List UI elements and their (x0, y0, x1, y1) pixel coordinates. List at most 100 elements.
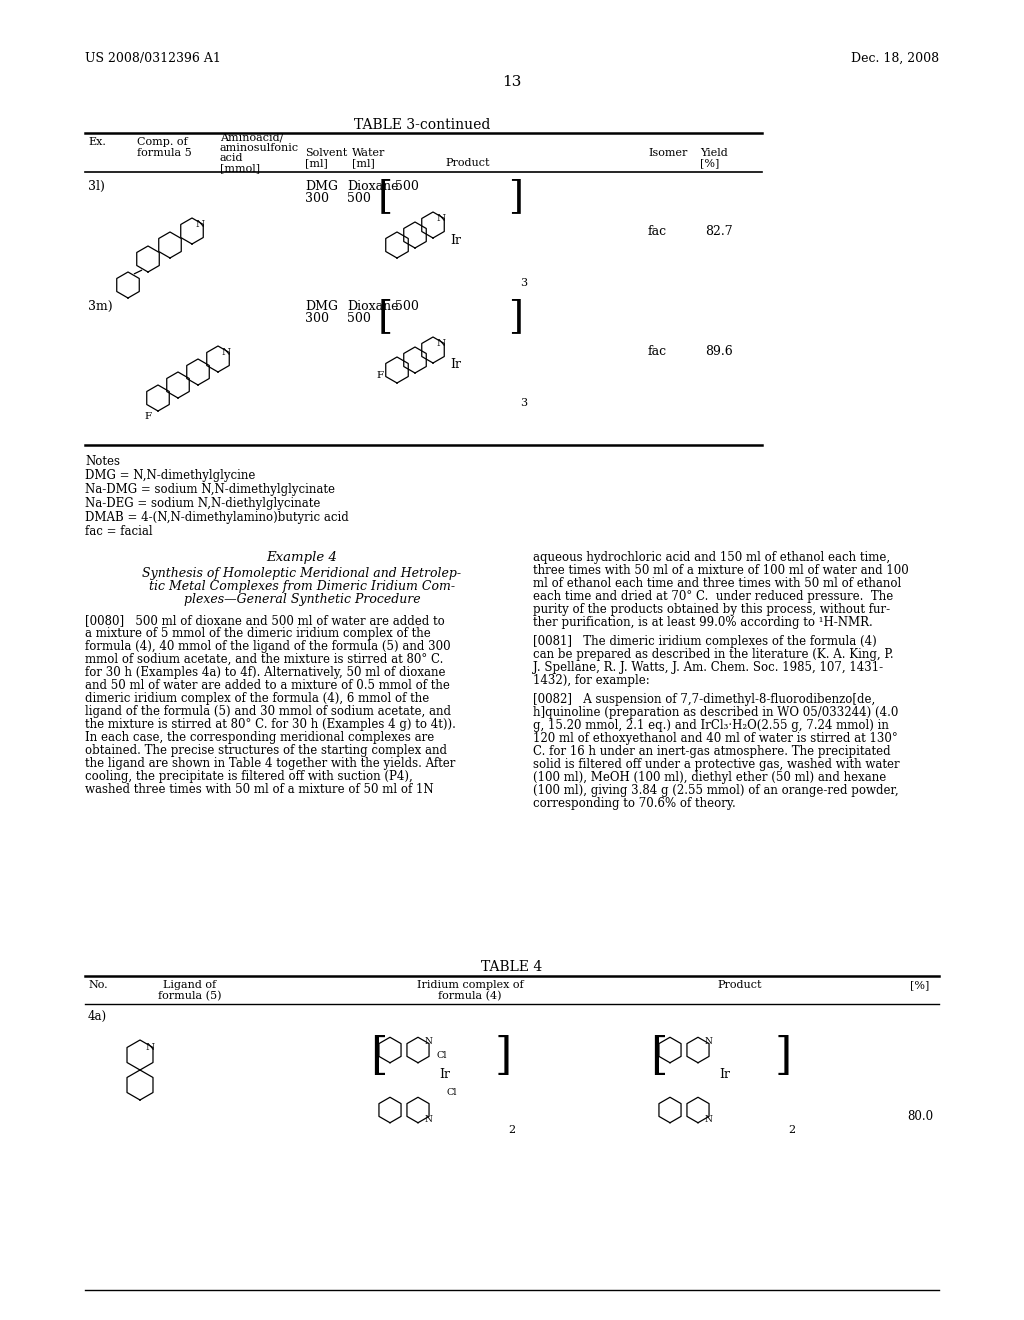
Text: g, 15.20 mmol, 2.1 eq.) and IrCl₃·H₂O(2.55 g, 7.24 mmol) in: g, 15.20 mmol, 2.1 eq.) and IrCl₃·H₂O(2.… (534, 719, 889, 733)
Text: Dec. 18, 2008: Dec. 18, 2008 (851, 51, 939, 65)
Text: Synthesis of Homoleptic Meridional and Hetrolep-: Synthesis of Homoleptic Meridional and H… (142, 568, 462, 579)
Text: N: N (196, 220, 205, 228)
Text: h]quinoline (preparation as described in WO 05/033244) (4.0: h]quinoline (preparation as described in… (534, 706, 898, 719)
Text: [%]: [%] (910, 979, 930, 990)
Text: ]: ] (508, 178, 523, 215)
Text: J. Spellane, R. J. Watts, J. Am. Chem. Soc. 1985, 107, 1431-: J. Spellane, R. J. Watts, J. Am. Chem. S… (534, 661, 883, 675)
Text: 500: 500 (347, 312, 371, 325)
Text: Na-DEG = sodium N,N-diethylglycinate: Na-DEG = sodium N,N-diethylglycinate (85, 498, 321, 510)
Text: Dioxane: Dioxane (347, 180, 398, 193)
Text: ]: ] (495, 1035, 512, 1078)
Text: obtained. The precise structures of the starting complex and: obtained. The precise structures of the … (85, 744, 447, 756)
Text: N: N (221, 348, 230, 356)
Text: [0081]   The dimeric iridium complexes of the formula (4): [0081] The dimeric iridium complexes of … (534, 635, 877, 648)
Text: Comp. of: Comp. of (137, 137, 187, 147)
Text: fac: fac (648, 345, 667, 358)
Text: [%]: [%] (700, 158, 720, 168)
Text: DMAB = 4-(N,N-dimethylamino)butyric acid: DMAB = 4-(N,N-dimethylamino)butyric acid (85, 511, 349, 524)
Text: dimeric iridium complex of the formula (4), 6 mmol of the: dimeric iridium complex of the formula (… (85, 692, 429, 705)
Text: fac = facial: fac = facial (85, 525, 153, 539)
Text: DMG: DMG (305, 180, 338, 193)
Text: Ligand of: Ligand of (164, 979, 216, 990)
Text: N: N (705, 1038, 712, 1047)
Text: Water: Water (352, 148, 385, 158)
Text: (100 ml), giving 3.84 g (2.55 mmol) of an orange-red powder,: (100 ml), giving 3.84 g (2.55 mmol) of a… (534, 784, 899, 797)
Text: Solvent: Solvent (305, 148, 347, 158)
Text: 300: 300 (305, 312, 329, 325)
Text: F: F (144, 412, 152, 421)
Text: 4a): 4a) (88, 1010, 108, 1023)
Text: 500: 500 (347, 191, 371, 205)
Text: ]: ] (508, 298, 523, 335)
Text: for 30 h (Examples 4a) to 4f). Alternatively, 50 ml of dioxane: for 30 h (Examples 4a) to 4f). Alternati… (85, 667, 445, 678)
Text: In each case, the corresponding meridional complexes are: In each case, the corresponding meridion… (85, 731, 434, 744)
Text: N: N (146, 1043, 155, 1052)
Text: cooling, the precipitate is filtered off with suction (P4),: cooling, the precipitate is filtered off… (85, 770, 413, 783)
Text: Notes: Notes (85, 455, 120, 469)
Text: Isomer: Isomer (648, 148, 687, 158)
Text: tic Metal Complexes from Dimeric Iridium Com-: tic Metal Complexes from Dimeric Iridium… (148, 579, 455, 593)
Text: Dioxane: Dioxane (347, 300, 398, 313)
Text: Aminoacid/: Aminoacid/ (220, 133, 284, 143)
Text: corresponding to 70.6% of theory.: corresponding to 70.6% of theory. (534, 797, 736, 810)
Text: plexes—General Synthetic Procedure: plexes—General Synthetic Procedure (183, 593, 420, 606)
Text: 500: 500 (395, 300, 419, 313)
Text: 2: 2 (508, 1125, 515, 1135)
Text: 3l): 3l) (88, 180, 104, 193)
Text: formula (5): formula (5) (159, 991, 222, 1002)
Text: Iridium complex of: Iridium complex of (417, 979, 523, 990)
Text: [mmol]: [mmol] (220, 162, 260, 173)
Text: Ir: Ir (439, 1068, 451, 1081)
Text: aminosulfonic: aminosulfonic (220, 143, 299, 153)
Text: can be prepared as described in the literature (K. A. King, P.: can be prepared as described in the lite… (534, 648, 894, 661)
Text: N: N (424, 1038, 432, 1047)
Text: Ir: Ir (450, 359, 461, 371)
Text: TABLE 4: TABLE 4 (481, 960, 543, 974)
Text: ]: ] (775, 1035, 793, 1078)
Text: Ir: Ir (450, 234, 461, 247)
Text: [0080]   500 ml of dioxane and 500 ml of water are added to: [0080] 500 ml of dioxane and 500 ml of w… (85, 614, 444, 627)
Text: aqueous hydrochloric acid and 150 ml of ethanol each time,: aqueous hydrochloric acid and 150 ml of … (534, 550, 890, 564)
Text: [: [ (378, 178, 393, 215)
Text: 2: 2 (788, 1125, 795, 1135)
Text: [: [ (370, 1035, 387, 1078)
Text: N: N (436, 339, 445, 348)
Text: washed three times with 50 ml of a mixture of 50 ml of 1N: washed three times with 50 ml of a mixtu… (85, 783, 433, 796)
Text: Na-DMG = sodium N,N-dimethylglycinate: Na-DMG = sodium N,N-dimethylglycinate (85, 483, 335, 496)
Text: [0082]   A suspension of 7,7-dimethyl-8-fluorodibenzo[de,: [0082] A suspension of 7,7-dimethyl-8-fl… (534, 693, 876, 706)
Text: formula 5: formula 5 (137, 148, 191, 158)
Text: 3m): 3m) (88, 300, 113, 313)
Text: purity of the products obtained by this process, without fur-: purity of the products obtained by this … (534, 603, 890, 616)
Text: No.: No. (88, 979, 108, 990)
Text: each time and dried at 70° C.  under reduced pressure.  The: each time and dried at 70° C. under redu… (534, 590, 893, 603)
Text: formula (4): formula (4) (438, 991, 502, 1002)
Text: DMG: DMG (305, 300, 338, 313)
Text: ml of ethanol each time and three times with 50 ml of ethanol: ml of ethanol each time and three times … (534, 577, 901, 590)
Text: N: N (424, 1115, 432, 1125)
Text: [ml]: [ml] (305, 158, 328, 168)
Text: 120 ml of ethoxyethanol and 40 ml of water is stirred at 130°: 120 ml of ethoxyethanol and 40 ml of wat… (534, 733, 898, 744)
Text: acid: acid (220, 153, 244, 162)
Text: fac: fac (648, 224, 667, 238)
Text: Ex.: Ex. (88, 137, 105, 147)
Text: 3: 3 (520, 399, 527, 408)
Text: N: N (436, 214, 445, 223)
Text: 82.7: 82.7 (705, 224, 732, 238)
Text: 1432), for example:: 1432), for example: (534, 675, 650, 686)
Text: ligand of the formula (5) and 30 mmol of sodium acetate, and: ligand of the formula (5) and 30 mmol of… (85, 705, 451, 718)
Text: mmol of sodium acetate, and the mixture is stirred at 80° C.: mmol of sodium acetate, and the mixture … (85, 653, 443, 667)
Text: N: N (705, 1115, 712, 1125)
Text: a mixture of 5 mmol of the dimeric iridium complex of the: a mixture of 5 mmol of the dimeric iridi… (85, 627, 431, 640)
Text: 300: 300 (305, 191, 329, 205)
Text: US 2008/0312396 A1: US 2008/0312396 A1 (85, 51, 221, 65)
Text: [ml]: [ml] (352, 158, 375, 168)
Text: 80.0: 80.0 (907, 1110, 933, 1123)
Text: 500: 500 (395, 180, 419, 193)
Text: 3: 3 (520, 279, 527, 288)
Text: three times with 50 ml of a mixture of 100 ml of water and 100: three times with 50 ml of a mixture of 1… (534, 564, 908, 577)
Text: 89.6: 89.6 (705, 345, 733, 358)
Text: DMG = N,N-dimethylglycine: DMG = N,N-dimethylglycine (85, 469, 255, 482)
Text: Product: Product (445, 158, 490, 168)
Text: C. for 16 h under an inert-gas atmosphere. The precipitated: C. for 16 h under an inert-gas atmospher… (534, 744, 891, 758)
Text: Yield: Yield (700, 148, 728, 158)
